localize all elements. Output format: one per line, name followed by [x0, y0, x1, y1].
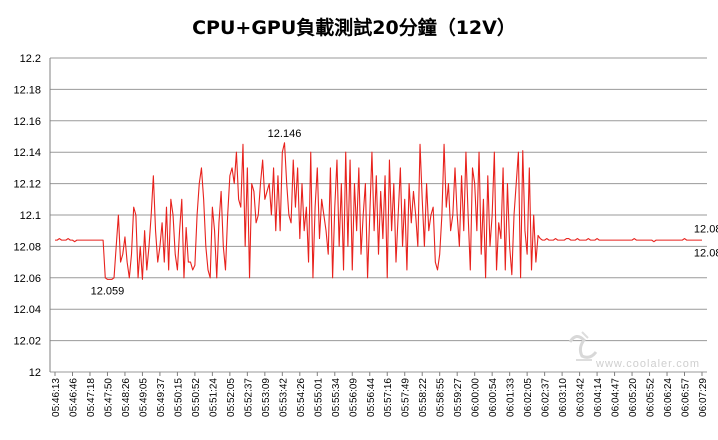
x-tick-label: 06:06:24 — [663, 378, 674, 417]
x-tick-label: 06:06:57 — [681, 378, 692, 417]
x-tick-label: 05:47:50 — [103, 378, 114, 417]
x-tick-label: 05:55:34 — [331, 378, 342, 417]
x-tick-label: 06:05:52 — [646, 378, 657, 417]
y-tick-label: 12.14 — [13, 147, 41, 159]
x-tick-label: 05:58:55 — [436, 378, 447, 417]
y-tick-label: 12.04 — [13, 304, 41, 316]
x-tick-label: 05:55:01 — [313, 378, 324, 417]
chart-title: CPU+GPU負載測試20分鐘（12V） — [192, 16, 516, 39]
x-tick-label: 05:46:13 — [51, 378, 62, 417]
y-tick-label: 12.12 — [13, 179, 41, 191]
x-tick-label: 05:51:24 — [208, 378, 219, 417]
y-tick-label: 12.06 — [13, 273, 41, 285]
x-tick-label: 05:59:27 — [453, 378, 464, 417]
y-tick-label: 12.1 — [20, 210, 41, 222]
x-tick-label: 06:03:42 — [576, 378, 587, 417]
x-tick-label: 05:50:52 — [191, 378, 202, 417]
x-tick-label: 05:49:37 — [156, 378, 167, 417]
y-tick-label: 12 — [29, 367, 41, 379]
x-tick-label: 05:57:16 — [383, 378, 394, 417]
y-tick-label: 12.16 — [13, 116, 41, 128]
data-label: 12.083 — [694, 248, 718, 260]
y-tick-label: 12.18 — [13, 84, 41, 96]
x-tick-label: 06:04:14 — [593, 378, 604, 417]
data-annotations: 12.146 12.059 12.085 12.083 — [91, 128, 718, 298]
x-tick-label: 05:52:37 — [243, 378, 254, 417]
y-tick-label: 12.2 — [20, 53, 41, 65]
x-tick-label: 06:02:37 — [541, 378, 552, 417]
x-tick-label: 05:56:44 — [366, 378, 377, 417]
data-label: 12.146 — [268, 128, 302, 140]
x-tick-label: 06:00:00 — [471, 378, 482, 417]
x-axis-tick-labels: 05:46:13 05:46:46 05:47:18 05:47:50 05:48:26… — [51, 372, 709, 417]
watermark-text: www.coolaler.com — [595, 358, 700, 370]
watermark: www.coolaler.com — [568, 331, 700, 370]
x-tick-label: 06:04:47 — [611, 378, 622, 417]
x-tick-label: 05:47:18 — [86, 378, 97, 417]
x-tick-label: 05:53:09 — [261, 378, 272, 417]
x-tick-label: 05:53:42 — [278, 378, 289, 417]
coolaler-logo-icon — [568, 331, 598, 361]
x-tick-label: 05:56:09 — [348, 378, 359, 417]
x-tick-label: 06:03:10 — [558, 378, 569, 417]
data-label: 12.059 — [91, 285, 125, 297]
x-tick-label: 05:58:22 — [418, 378, 429, 417]
data-label: 12.085 — [694, 224, 718, 236]
x-tick-label: 06:00:54 — [488, 378, 499, 417]
y-axis-tick-labels: 12 12.02 12.04 12.06 12.08 12.1 12.12 12.14 12.1… — [13, 53, 41, 379]
x-tick-label: 05:46:46 — [68, 378, 79, 417]
x-tick-label: 05:48:26 — [121, 378, 132, 417]
gridlines — [49, 57, 707, 373]
x-tick-label: 05:50:15 — [173, 378, 184, 417]
x-tick-label: 05:52:05 — [226, 378, 237, 417]
series-layer — [55, 142, 702, 280]
x-tick-label: 06:07:29 — [698, 378, 709, 417]
x-tick-label: 06:05:20 — [628, 378, 639, 417]
x-tick-label: 06:01:33 — [506, 378, 517, 417]
y-tick-label: 12.02 — [13, 336, 41, 348]
x-tick-label: 05:49:05 — [138, 378, 149, 417]
series-line-12v — [55, 142, 702, 280]
x-tick-label: 05:54:26 — [296, 378, 307, 417]
x-tick-label: 06:02:05 — [523, 378, 534, 417]
x-tick-label: 05:57:49 — [401, 378, 412, 417]
y-tick-label: 12.08 — [13, 241, 41, 253]
